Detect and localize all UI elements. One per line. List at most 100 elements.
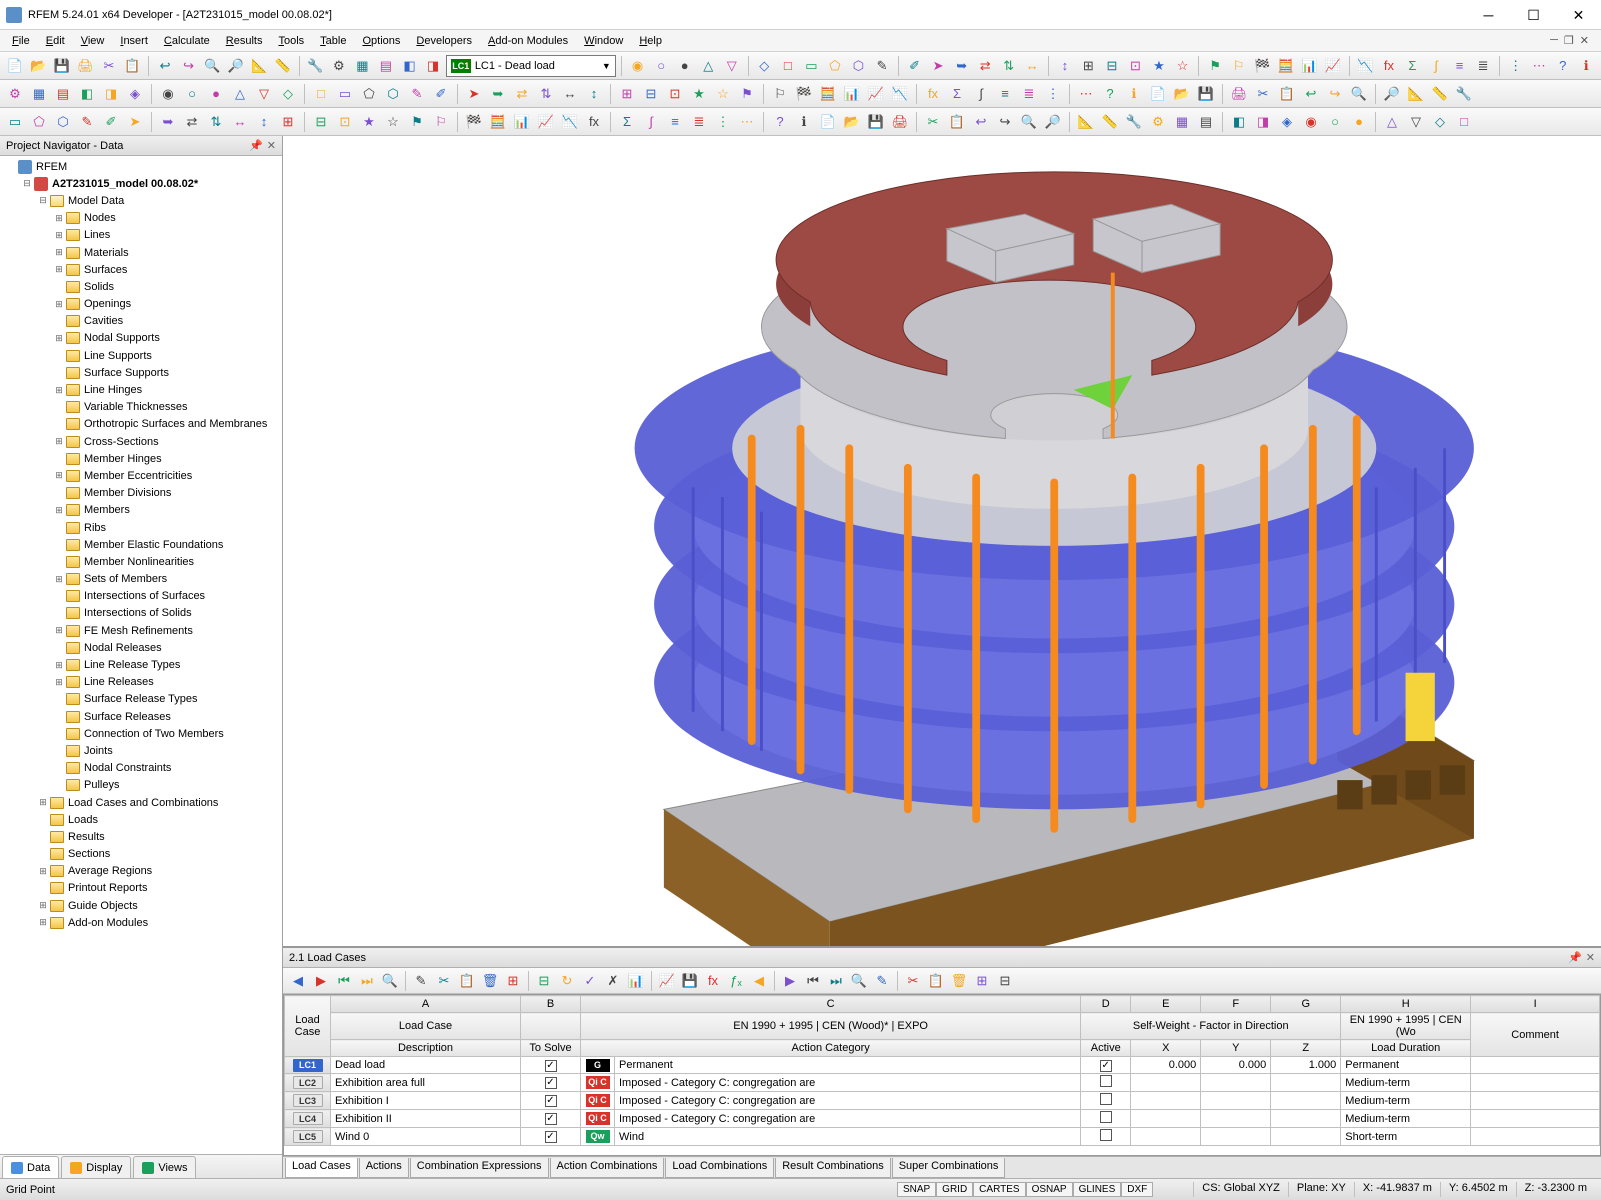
tree-item[interactable]: Member Hinges — [0, 450, 282, 467]
toolbar-button[interactable]: 📐 — [248, 55, 270, 77]
toolbar-button[interactable]: ★ — [688, 83, 710, 105]
toolbar-button[interactable]: ↩ — [1300, 83, 1322, 105]
toolbar-button[interactable]: ⚙ — [1147, 111, 1169, 133]
tree-item[interactable]: Nodal Releases — [0, 639, 282, 656]
toolbar-button[interactable]: ⇅ — [535, 83, 557, 105]
toolbar-button[interactable]: 📉 — [889, 83, 911, 105]
table-toolbar-button[interactable]: fx — [702, 970, 724, 992]
toolbar-button[interactable]: ◇ — [277, 83, 299, 105]
tree-item[interactable]: ⊞FE Mesh Refinements — [0, 622, 282, 639]
tree-item[interactable]: ⊞Nodes — [0, 210, 282, 227]
status-toggle-cartes[interactable]: CARTES — [973, 1182, 1025, 1197]
navigator-close-icon[interactable]: ✕ — [267, 139, 276, 152]
tree-item[interactable]: ⊞Add-on Modules — [0, 914, 282, 931]
menu-window[interactable]: Window — [576, 33, 631, 49]
toolbar-button[interactable]: fx — [1378, 55, 1400, 77]
toolbar-button[interactable]: ⚑ — [736, 83, 758, 105]
table-toolbar-button[interactable]: ⊟ — [533, 970, 555, 992]
toolbar-button[interactable]: ⋯ — [736, 111, 758, 133]
toolbar-button[interactable]: ➥ — [951, 55, 973, 77]
toolbar-button[interactable]: ↔ — [1022, 55, 1044, 77]
toolbar-button[interactable]: 📄 — [4, 55, 26, 77]
tree-item[interactable]: Ribs — [0, 519, 282, 536]
menu-help[interactable]: Help — [631, 33, 670, 49]
toolbar-button[interactable]: 📄 — [1147, 83, 1169, 105]
toolbar-button[interactable]: □ — [1453, 111, 1475, 133]
toolbar-button[interactable]: ≣ — [1018, 83, 1040, 105]
toolbar-button[interactable]: ⚑ — [1204, 55, 1226, 77]
toolbar-button[interactable]: 💾 — [865, 111, 887, 133]
toolbar-button[interactable]: 📋 — [1276, 83, 1298, 105]
toolbar-button[interactable]: 📋 — [122, 55, 144, 77]
toolbar-button[interactable]: 🧮 — [487, 111, 509, 133]
table-toolbar-button[interactable]: 📈 — [656, 970, 678, 992]
toolbar-button[interactable]: 📏 — [272, 55, 294, 77]
toolbar-button[interactable]: ▭ — [801, 55, 823, 77]
toolbar-button[interactable]: ◨ — [100, 83, 122, 105]
close-button[interactable]: ✕ — [1556, 0, 1601, 30]
toolbar-button[interactable]: ✐ — [100, 111, 122, 133]
toolbar-button[interactable]: 📏 — [1099, 111, 1121, 133]
toolbar-button[interactable]: ▤ — [375, 55, 397, 77]
toolbar-button[interactable]: 🔎 — [1381, 83, 1403, 105]
toolbar-button[interactable]: ◈ — [124, 83, 146, 105]
toolbar-button[interactable]: ≡ — [1449, 55, 1471, 77]
toolbar-button[interactable]: ⬠ — [824, 55, 846, 77]
toolbar-button[interactable]: ◇ — [754, 55, 776, 77]
tree-item[interactable]: Member Divisions — [0, 485, 282, 502]
tables-pin-icon[interactable]: 📌 — [1568, 951, 1582, 964]
toolbar-button[interactable]: 🔧 — [305, 55, 327, 77]
toolbar-button[interactable]: △ — [697, 55, 719, 77]
toolbar-button[interactable]: 📊 — [1299, 55, 1321, 77]
toolbar-button[interactable]: ✂ — [922, 111, 944, 133]
menu-results[interactable]: Results — [218, 33, 271, 49]
table-tab-combination-expressions[interactable]: Combination Expressions — [410, 1158, 549, 1178]
table-toolbar-button[interactable]: ✎ — [871, 970, 893, 992]
toolbar-button[interactable]: 📐 — [1405, 83, 1427, 105]
toolbar-button[interactable]: ⚐ — [430, 111, 452, 133]
toolbar-button[interactable]: ▦ — [1171, 111, 1193, 133]
toolbar-button[interactable]: 📂 — [1171, 83, 1193, 105]
tree-item[interactable]: Joints — [0, 742, 282, 759]
toolbar-button[interactable]: 📉 — [559, 111, 581, 133]
toolbar-button[interactable]: ↪ — [994, 111, 1016, 133]
tree-item[interactable]: ⊞Members — [0, 502, 282, 519]
table-toolbar-button[interactable]: ◀ — [748, 970, 770, 992]
table-toolbar-button[interactable]: 🔍 — [848, 970, 870, 992]
toolbar-button[interactable]: ⋮ — [1042, 83, 1064, 105]
toolbar-button[interactable]: ▦ — [352, 55, 374, 77]
tree-item[interactable]: Surface Supports — [0, 364, 282, 381]
maximize-button[interactable]: ☐ — [1511, 0, 1556, 30]
toolbar-button[interactable]: ⬡ — [848, 55, 870, 77]
toolbar-button[interactable]: ⇄ — [181, 111, 203, 133]
toolbar-button[interactable]: ⬠ — [358, 83, 380, 105]
table-tab-action-combinations[interactable]: Action Combinations — [550, 1158, 665, 1178]
tree-item[interactable]: Loads — [0, 811, 282, 828]
mdi-restore-button[interactable]: ❐ — [1564, 34, 1574, 47]
toolbar-button[interactable]: Σ — [946, 83, 968, 105]
tree-item[interactable]: Intersections of Solids — [0, 605, 282, 622]
table-toolbar-button[interactable]: 🗑 — [479, 970, 501, 992]
tree-item[interactable]: Line Supports — [0, 347, 282, 364]
table-toolbar-button[interactable]: ⊟ — [994, 970, 1016, 992]
tree-item[interactable]: ⊞Line Release Types — [0, 656, 282, 673]
toolbar-button[interactable]: ✎ — [406, 83, 428, 105]
toolbar-button[interactable]: ↔ — [229, 111, 251, 133]
toolbar-button[interactable]: ⋮ — [712, 111, 734, 133]
table-row[interactable]: LC1Dead load✓GPermanent✓0.0000.0001.000P… — [285, 1057, 1600, 1074]
table-row[interactable]: LC5Wind 0✓QwWindShort-term — [285, 1128, 1600, 1146]
toolbar-button[interactable]: ⚐ — [769, 83, 791, 105]
toolbar-button[interactable]: 🔎 — [1042, 111, 1064, 133]
tree-item[interactable]: Nodal Constraints — [0, 760, 282, 777]
toolbar-button[interactable]: ⚐ — [1228, 55, 1250, 77]
tree-item[interactable]: Results — [0, 828, 282, 845]
toolbar-button[interactable]: ◨ — [1252, 111, 1274, 133]
navigator-tab-display[interactable]: Display — [61, 1156, 131, 1178]
table-toolbar-button[interactable]: 📋 — [925, 970, 947, 992]
tree-item[interactable]: Member Nonlinearities — [0, 553, 282, 570]
table-toolbar-button[interactable]: ⏮ — [333, 970, 355, 992]
tree-item[interactable]: Connection of Two Members — [0, 725, 282, 742]
toolbar-button[interactable]: ○ — [650, 55, 672, 77]
toolbar-button[interactable]: ★ — [1148, 55, 1170, 77]
toolbar-button[interactable]: ▦ — [28, 83, 50, 105]
